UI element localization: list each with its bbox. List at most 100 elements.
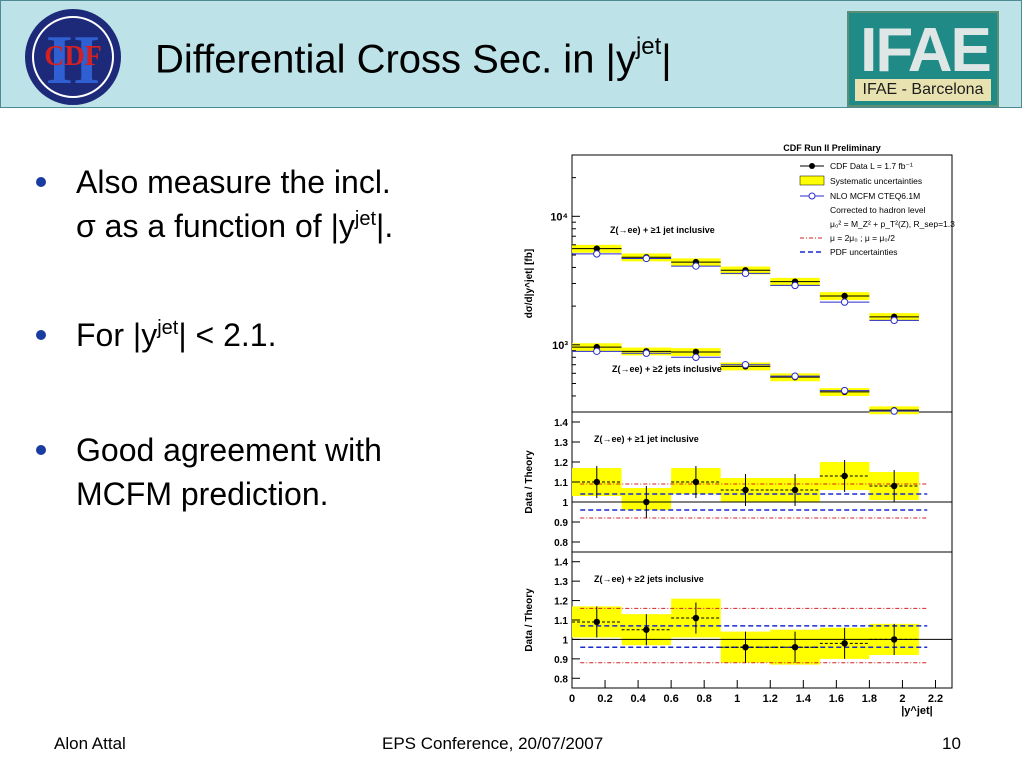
- superscript: jet: [157, 317, 179, 339]
- bullet-text: Also measure the incl.: [76, 164, 391, 200]
- bullet-item: Good agreement with MCFM prediction.: [36, 428, 506, 516]
- superscript: jet: [354, 208, 376, 230]
- legend-label: Corrected to hadron level: [830, 205, 926, 215]
- legend-label: μ = 2μ₀ ; μ = μ₀/2: [830, 233, 895, 243]
- theory-point: [890, 407, 898, 415]
- ifae-letters-text: IFAE: [860, 19, 990, 79]
- panel-annotation: Z(→ee) + ≥2 jets inclusive: [612, 364, 722, 374]
- legend-marker: [809, 163, 815, 169]
- bullet-list: Also measure the incl. σ as a function of…: [36, 160, 506, 516]
- theory-point: [692, 262, 700, 270]
- legend-label: Systematic uncertainties: [830, 176, 922, 186]
- data-point: [593, 618, 600, 626]
- slide-title: Differential Cross Sec. in |yjet|: [155, 33, 672, 82]
- systematic-band: [572, 244, 919, 321]
- title-superscript: jet: [635, 33, 662, 60]
- theory-point: [741, 269, 750, 278]
- data-point: [890, 482, 898, 490]
- y-tick-label: 0.9: [554, 655, 568, 666]
- y-axis-label: Data / Theory: [524, 588, 535, 652]
- y-tick-label: 1.4: [554, 418, 568, 429]
- x-tick-label: 0: [569, 693, 575, 705]
- ifae-caption: IFAE - Barcelona: [855, 79, 991, 101]
- y-tick-label: 1.1: [554, 616, 568, 627]
- data-point: [742, 486, 749, 494]
- x-tick-label: 2.2: [928, 693, 943, 705]
- legend-label: μ₀² = M_Z² + p_T²(Z), R_sep=1.3: [830, 219, 955, 229]
- y-axis-label: Data / Theory: [524, 450, 535, 514]
- cdf-logo-text: CDF: [44, 41, 102, 72]
- systematic-band: [572, 343, 919, 415]
- y-tick-label: 1: [562, 635, 568, 646]
- y-tick-label: 1.4: [554, 558, 568, 569]
- sigma-symbol: σ: [76, 208, 96, 244]
- chart-title: CDF Run II Preliminary: [783, 143, 881, 153]
- data-point: [643, 626, 650, 633]
- panel-annotation: Z(→ee) + ≥1 jet inclusive: [594, 434, 699, 444]
- footer-page-number: 10: [942, 734, 961, 753]
- x-tick-label: 1.2: [763, 693, 778, 705]
- data-point: [890, 636, 898, 643]
- bullet-dot-icon: [36, 330, 46, 340]
- slide-header: II CDF Differential Cross Sec. in |yjet|…: [0, 0, 1022, 108]
- legend-label: CDF Data L = 1.7 fb⁻¹: [830, 161, 913, 171]
- y-axis-label: dσ/d|y^jet| [fb]: [524, 249, 535, 318]
- data-point: [692, 614, 700, 622]
- x-tick-label: 0.4: [630, 693, 646, 705]
- data-point: [791, 486, 799, 494]
- x-tick-label: 1: [734, 693, 740, 705]
- y-tick-label: 1.3: [554, 577, 568, 588]
- bullet-item: Also measure the incl. σ as a function of…: [36, 160, 506, 253]
- data-point: [841, 472, 848, 480]
- bullet-text: MCFM prediction.: [76, 476, 329, 512]
- bullet-text: | < 2.1.: [178, 317, 277, 353]
- bullet-text: as a function of |y: [95, 208, 355, 244]
- y-tick-label: 10⁴: [550, 211, 568, 223]
- theory-point: [840, 298, 849, 306]
- y-tick-label: 1.2: [554, 458, 568, 469]
- bullet-text: For |y: [76, 317, 158, 353]
- y-tick-label: 1.3: [554, 438, 568, 449]
- data-point: [692, 348, 700, 356]
- theory-point: [791, 372, 799, 380]
- y-tick-label: 0.8: [554, 538, 568, 549]
- bullet-text: |.: [376, 208, 394, 244]
- bullet-dot-icon: [36, 445, 46, 455]
- x-tick-label: 0.8: [697, 693, 712, 705]
- theory-point: [642, 254, 651, 263]
- x-tick-label: 0.2: [597, 693, 612, 705]
- ifae-logo-letters: IFAE: [860, 19, 992, 79]
- theory-point: [593, 250, 601, 258]
- data-point: [742, 644, 749, 651]
- cross-section-figure: CDF Run II Preliminary 10³ 10⁴ dσ/d|y^jet| …: [524, 143, 955, 717]
- legend-label: NLO MCFM CTEQ6.1M: [830, 191, 920, 201]
- bullet-dot-icon: [36, 177, 46, 187]
- x-tick-label: 2: [899, 693, 905, 705]
- ifae-logo: IFAE IFAE - Barcelona: [847, 11, 999, 107]
- title-end: |: [661, 37, 672, 82]
- title-text: Differential Cross Sec. in |y: [155, 37, 636, 82]
- data-point: [593, 478, 600, 486]
- legend-marker: [799, 175, 825, 186]
- data-point: [593, 245, 600, 252]
- legend-label: PDF uncertainties: [830, 247, 898, 257]
- footer-conference: EPS Conference, 20/07/2007: [382, 734, 604, 753]
- theory-point: [593, 347, 601, 356]
- data-point: [643, 498, 650, 506]
- y-tick-label: 1: [562, 498, 568, 509]
- bullet-item: For |yjet| < 2.1.: [36, 313, 506, 362]
- data-point: [692, 478, 700, 486]
- panel-annotation: Z(→ee) + ≥1 jet inclusive: [610, 225, 715, 235]
- y-tick-label: 10³: [552, 340, 568, 352]
- data-point: [791, 644, 799, 651]
- y-tick-label: 1.1: [554, 478, 568, 489]
- x-axis-label: |y^jet|: [901, 705, 933, 717]
- bullet-text: Good agreement with: [76, 432, 382, 468]
- x-tick-label: 0.6: [663, 693, 678, 705]
- y-tick-label: 1.2: [554, 597, 568, 608]
- y-tick-label: 0.9: [554, 518, 568, 529]
- cdf-logo: II CDF: [25, 9, 121, 105]
- theory-point: [791, 281, 799, 290]
- footer-author: Alon Attal: [54, 734, 126, 753]
- theory-point: [692, 353, 700, 361]
